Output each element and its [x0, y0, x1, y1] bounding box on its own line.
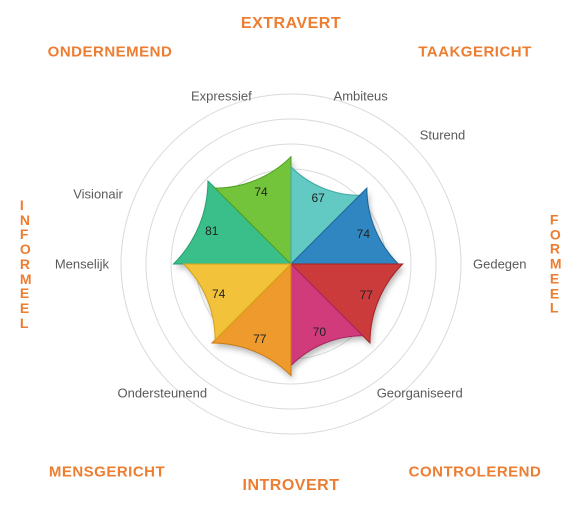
polar-svg [0, 0, 582, 509]
polar-chart: { "canvas": {"w":582,"h":509,"cx":291,"c… [0, 0, 582, 509]
